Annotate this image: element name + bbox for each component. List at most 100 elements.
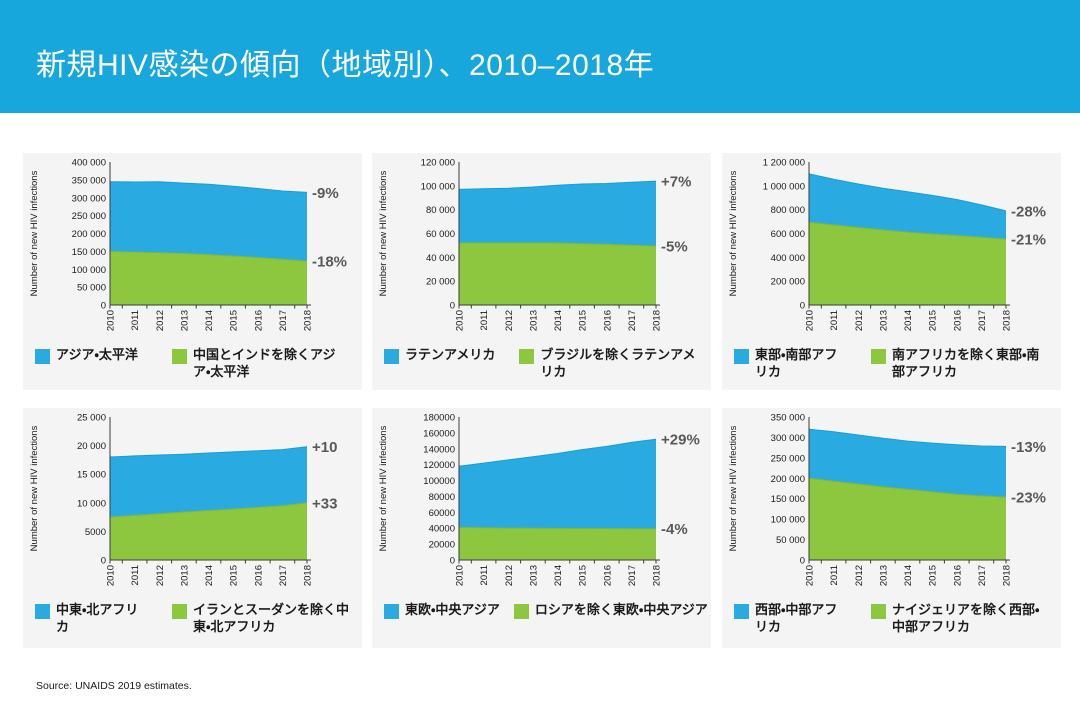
legend-label: 西部・中部アフリカ [755, 602, 838, 634]
svg-text:2010: 2010 [455, 565, 466, 586]
legend: 東部・南部アフリカ 南アフリカを除く東部・南部アフリカ [722, 343, 1061, 381]
chart-panel-latin-america: Number of new HIV infections 120 000 100 0… [372, 153, 711, 390]
svg-text:50 000: 50 000 [776, 535, 805, 546]
svg-text:Number of new HIV infections: Number of new HIV infections [29, 170, 40, 296]
svg-text:2013: 2013 [878, 310, 889, 331]
svg-text:5000: 5000 [85, 527, 106, 538]
svg-text:0: 0 [101, 301, 106, 312]
legend-label: イランとスーダンを除く中東・北アフリカ [193, 602, 350, 634]
svg-text:80 000: 80 000 [426, 205, 455, 216]
svg-text:2015: 2015 [928, 310, 939, 331]
svg-text:150 000: 150 000 [771, 494, 805, 505]
svg-text:0: 0 [800, 301, 805, 312]
chart-panel-western-central-africa: Number of new HIV infections 350 000 300 0… [722, 408, 1061, 648]
svg-text:120 000: 120 000 [421, 158, 455, 169]
legend-swatch-subset [172, 349, 187, 364]
chart-panel-asia-pacific: Number of new HIV infections 400 000 350 0… [23, 153, 362, 390]
svg-text:2018: 2018 [652, 310, 663, 331]
svg-text:180000: 180000 [423, 413, 455, 424]
svg-text:2013: 2013 [528, 310, 539, 331]
area-chart-middle-east-north-africa: Number of new HIV infections 25 000 20 000… [29, 413, 337, 587]
svg-text:2012: 2012 [504, 565, 515, 586]
svg-text:300 000: 300 000 [72, 193, 106, 204]
svg-text:2018: 2018 [1002, 310, 1013, 331]
chart-panel-middle-east-north-africa: Number of new HIV infections 25 000 20 000… [23, 408, 362, 648]
svg-text:2014: 2014 [553, 310, 564, 331]
svg-text:2016: 2016 [602, 565, 613, 586]
svg-text:-23%: -23% [1011, 490, 1046, 507]
svg-text:-28%: -28% [1011, 203, 1046, 220]
svg-text:2015: 2015 [578, 310, 589, 331]
area-chart-western-central-africa: Number of new HIV infections 350 000 300 0… [728, 413, 1046, 587]
svg-text:Number of new HIV infections: Number of new HIV infections [29, 425, 40, 551]
page-title: 新規HIV感染の傾向（地域別）、2010–2018年 [36, 49, 655, 82]
svg-text:2018: 2018 [1002, 565, 1013, 586]
svg-text:100 000: 100 000 [421, 181, 455, 192]
svg-text:2010: 2010 [805, 310, 816, 331]
svg-text:-9%: -9% [312, 185, 339, 202]
svg-text:200 000: 200 000 [771, 277, 805, 288]
chart-panel-eastern-southern-africa: Number of new HIV infections 1 200 000 1 0… [722, 153, 1061, 390]
svg-text:60000: 60000 [429, 508, 455, 519]
svg-text:10 000: 10 000 [77, 498, 106, 509]
svg-text:2011: 2011 [479, 565, 490, 585]
svg-text:-13%: -13% [1011, 439, 1046, 456]
svg-text:2012: 2012 [854, 565, 865, 586]
svg-text:Number of new HIV infections: Number of new HIV infections [728, 170, 739, 296]
svg-text:2015: 2015 [229, 565, 240, 586]
legend-item: アジア・太平洋 [35, 347, 148, 381]
legend: 中東・北アフリカ イランとスーダンを除く中東・北アフリカ [23, 598, 362, 636]
svg-text:2017: 2017 [977, 565, 988, 586]
svg-text:2018: 2018 [652, 565, 663, 586]
svg-text:Number of new HIV infections: Number of new HIV infections [728, 425, 739, 551]
legend-label: 南アフリカを除く東部・南部アフリカ [892, 347, 1040, 379]
legend-label: ブラジルを除くラテンアメリカ [540, 347, 696, 379]
svg-text:+10: +10 [312, 439, 337, 456]
svg-text:300 000: 300 000 [771, 433, 805, 444]
svg-text:2018: 2018 [303, 310, 314, 331]
legend-item: 中東・北アフリカ [35, 602, 148, 636]
svg-text:0: 0 [450, 556, 455, 567]
svg-text:2018: 2018 [303, 565, 314, 586]
svg-text:2017: 2017 [278, 565, 289, 586]
svg-text:2011: 2011 [130, 310, 141, 330]
header-bar: 新規HIV感染の傾向（地域別）、2010–2018年 [0, 0, 1080, 113]
svg-text:2013: 2013 [179, 310, 190, 331]
legend: 東欧・中央アジア ロシアを除く東欧・中央アジア [372, 598, 711, 619]
svg-text:-4%: -4% [661, 521, 688, 538]
svg-text:350 000: 350 000 [771, 413, 805, 424]
svg-text:2016: 2016 [952, 565, 963, 586]
svg-text:Number of new HIV infections: Number of new HIV infections [378, 170, 389, 296]
legend-item: ブラジルを除くラテンアメリカ [519, 347, 696, 381]
legend-item: 中国とインドを除くアジア・太平洋 [172, 347, 349, 381]
svg-text:2014: 2014 [903, 565, 914, 586]
svg-text:100 000: 100 000 [771, 515, 805, 526]
svg-text:20 000: 20 000 [77, 441, 106, 452]
svg-text:2010: 2010 [106, 565, 117, 586]
legend-label: ラテンアメリカ [405, 347, 496, 362]
svg-text:2013: 2013 [528, 565, 539, 586]
svg-text:40000: 40000 [429, 524, 455, 535]
legend-label: 中東・北アフリカ [56, 602, 139, 634]
svg-text:2017: 2017 [278, 310, 289, 331]
svg-text:2012: 2012 [854, 310, 865, 331]
svg-text:2011: 2011 [829, 565, 840, 585]
legend-swatch-subset [519, 349, 535, 364]
svg-text:250 000: 250 000 [72, 211, 106, 222]
svg-text:200 000: 200 000 [771, 474, 805, 485]
legend-label: ナイジェリアを除く西部・中部アフリカ [892, 602, 1040, 634]
svg-text:2016: 2016 [602, 310, 613, 331]
legend: アジア・太平洋 中国とインドを除くアジア・太平洋 [23, 343, 362, 381]
svg-text:20 000: 20 000 [426, 277, 455, 288]
legend: ラテンアメリカ ブラジルを除くラテンアメリカ [372, 343, 711, 381]
svg-text:400 000: 400 000 [771, 253, 805, 264]
svg-text:2016: 2016 [952, 310, 963, 331]
svg-text:140000: 140000 [423, 444, 455, 455]
svg-text:2017: 2017 [627, 565, 638, 586]
legend-swatch-total [35, 349, 50, 364]
svg-text:150 000: 150 000 [72, 247, 106, 258]
legend-swatch-total [384, 604, 399, 619]
svg-text:80000: 80000 [429, 492, 455, 503]
svg-text:2012: 2012 [155, 310, 166, 331]
svg-text:25 000: 25 000 [77, 413, 106, 424]
